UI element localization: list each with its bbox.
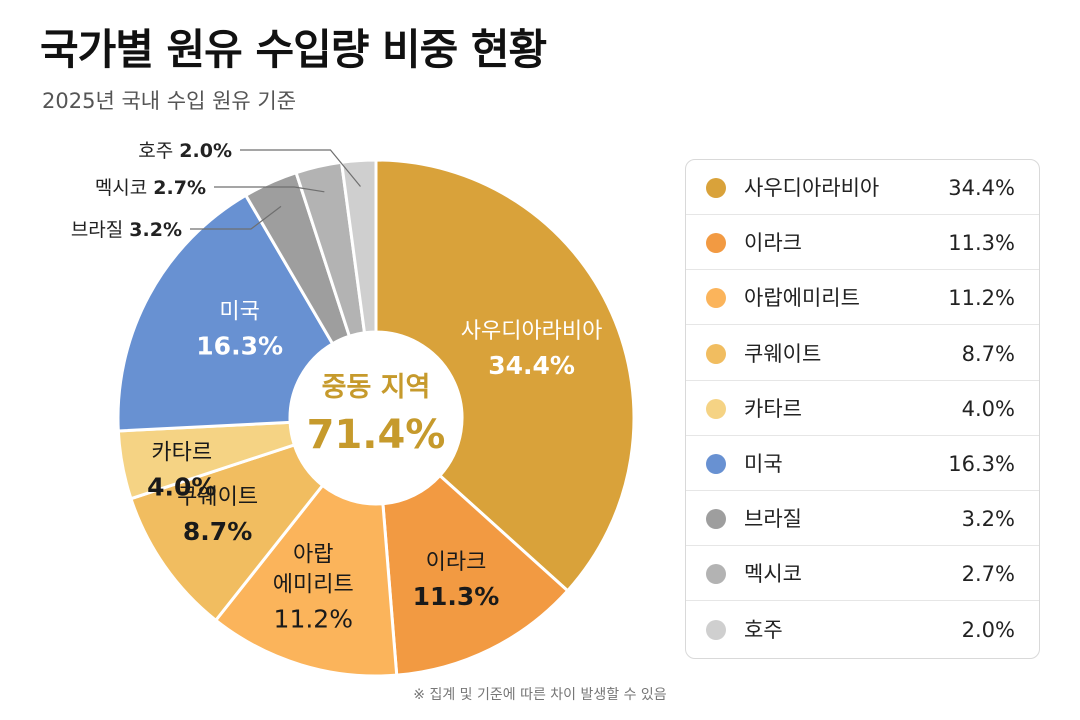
legend-swatch [706,619,726,640]
slice-label: 에미리트 [273,572,354,597]
legend-value: 11.2% [948,286,1015,311]
legend-value: 3.2% [961,507,1015,532]
legend-item: 아랍에미리트 11.2% [686,270,1039,326]
slice-label: 아랍 [293,542,333,567]
callout-label: 브라질 3.2% [71,219,182,241]
legend-label: 아랍에미리트 [744,286,860,311]
legend-swatch [706,178,726,198]
legend-item: 브라질 3.2% [686,491,1039,547]
legend-label: 호주 [744,617,783,642]
chart-title: 국가별 원유 수입량 비중 현황 [40,25,547,74]
slice-value-label: 16.3% [196,332,283,361]
legend-value: 34.4% [948,176,1015,200]
center-label: 중동 지역 [322,372,431,403]
legend-swatch [706,233,726,254]
legend-label: 사우디아라비아 [744,176,880,200]
legend-label: 카타르 [744,396,802,421]
slice-value-label: 11.2% [274,604,353,633]
legend-item: 이라크 11.3% [686,215,1039,271]
legend-item: 호주 2.0% [686,602,1039,657]
legend-swatch [706,454,726,474]
chart-subtitle: 2025년 국내 수입 원유 기준 [42,89,297,113]
slice-value-label: 8.7% [183,517,252,546]
legend-value: 11.3% [948,231,1015,256]
legend-swatch [706,343,726,364]
legend-label: 미국 [744,452,783,476]
slice-label: 쿠웨이트 [177,485,258,510]
legend-swatch [706,509,726,530]
callout-line [240,149,361,187]
slice-호주 [339,158,378,335]
legend-label: 쿠웨이트 [744,341,822,366]
legend-value: 2.7% [961,562,1015,587]
legend-label: 멕시코 [744,562,802,587]
legend-swatch [706,398,726,419]
legend-item: 카타르 4.0% [686,381,1039,436]
legend-item: 사우디아라비아 34.4% [686,160,1039,215]
slice-value-label: 4.0% [147,473,216,502]
slice-label: 카타르 [151,441,212,466]
slice-쿠웨이트 [129,443,325,623]
slice-label: 사우디아라비아 [461,319,603,344]
legend-label: 브라질 [744,507,802,532]
slice-사우디아라비아 [374,158,636,593]
legend-swatch [706,288,726,309]
legend: 사우디아라비아 34.4% 이라크 11.3% 아랍에미리트 11.2% 쿠웨이트 8.7% 카… [685,159,1040,659]
legend-value: 2.0% [961,617,1015,642]
slice-아랍에미리트 [213,483,399,678]
footnote: ※ 집계 및 기준에 따른 차이 발생할 수 있음 [413,687,667,703]
slice-value-label: 34.4% [488,351,575,380]
callout-line [190,205,282,230]
legend-item: 멕시코 2.7% [686,546,1039,602]
slice-value-label: 11.3% [413,582,500,611]
callout-label: 호주 2.0% [138,140,232,162]
slice-label: 미국 [219,300,259,325]
center-value: 71.4% [307,412,446,458]
callout-label: 멕시코 2.7% [95,177,206,199]
legend-swatch [706,564,726,585]
legend-item: 미국 16.3% [686,436,1039,491]
legend-value: 8.7% [961,341,1015,366]
legend-label: 이라크 [744,231,802,256]
legend-value: 4.0% [961,396,1015,421]
slice-label: 이라크 [426,550,487,575]
legend-item: 쿠웨이트 8.7% [686,326,1039,381]
callout-line [214,186,325,193]
slice-이라크 [381,473,570,677]
legend-value: 16.3% [948,452,1015,476]
